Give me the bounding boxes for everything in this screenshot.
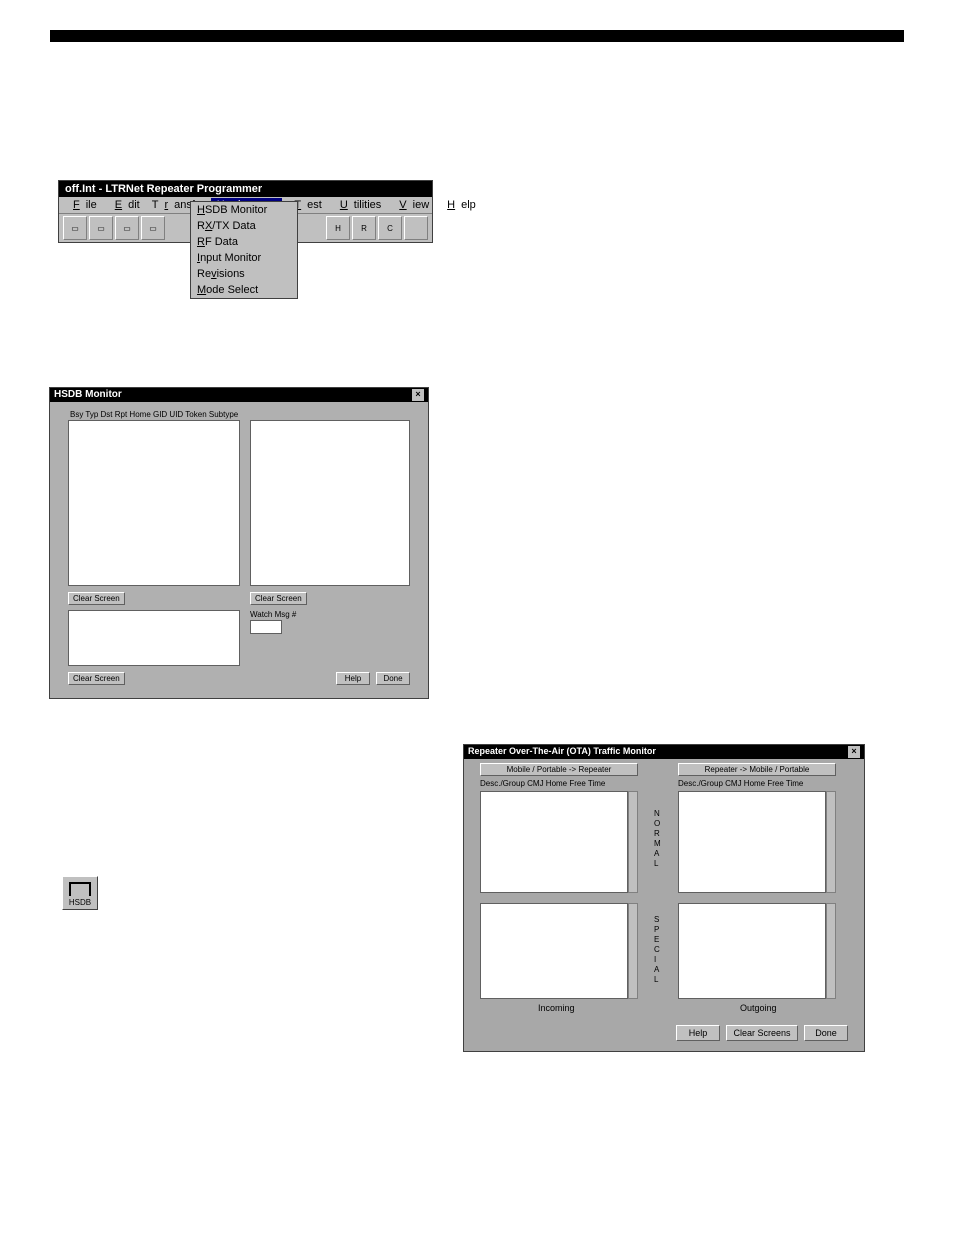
done-button[interactable]: Done	[376, 672, 410, 685]
ota-traffic-monitor-window: Repeater Over-The-Air (OTA) Traffic Moni…	[463, 744, 865, 1052]
window-title: off.Int - LTRNet Repeater Programmer	[59, 181, 432, 197]
clear-screen-left-button[interactable]: Clear Screen	[68, 592, 125, 605]
hsdb-monitor-window: HSDB Monitor × Bsy Typ Dst Rpt Home GID …	[49, 387, 429, 699]
dropdown-input-monitor[interactable]: Input Monitor	[191, 250, 297, 266]
scrollbar[interactable]	[826, 791, 836, 893]
menu-view[interactable]: View	[387, 198, 435, 212]
toolbar-locality-button[interactable]: ▭	[141, 216, 165, 240]
help-button[interactable]: Help	[336, 672, 370, 685]
column-header: Bsy Typ Dst Rpt Home GID UID Token Subty…	[70, 410, 238, 419]
clear-screens-button[interactable]: Clear Screens	[726, 1025, 798, 1041]
menu-file[interactable]: File	[61, 198, 103, 212]
window-title: HSDB Monitor ×	[50, 388, 428, 402]
toolbar-blank-button[interactable]	[404, 216, 428, 240]
menu-help[interactable]: Help	[435, 198, 482, 212]
incoming-special-pane	[480, 903, 628, 999]
hsdb-bottom-pane	[68, 610, 240, 666]
col-right-button[interactable]: Repeater -> Mobile / Portable	[678, 763, 836, 776]
help-button[interactable]: Help	[676, 1025, 720, 1041]
dropdown-revisions[interactable]: Revisions	[191, 266, 297, 282]
toolbar-open-button[interactable]: ▭	[89, 216, 113, 240]
toolbar-save-button[interactable]: ▭	[115, 216, 139, 240]
col-left-button[interactable]: Mobile / Portable -> Repeater	[480, 763, 638, 776]
scrollbar[interactable]	[826, 903, 836, 999]
dropdown-rf-data[interactable]: RF Data	[191, 234, 297, 250]
hsdb-icon-label: HSDB	[69, 898, 91, 907]
scrollbar[interactable]	[628, 903, 638, 999]
hardware-dropdown: HSDB Monitor RX/TX Data RF Data Input Mo…	[190, 201, 298, 299]
window-title: Repeater Over-The-Air (OTA) Traffic Moni…	[464, 745, 864, 759]
page-divider	[50, 30, 904, 42]
title-text: Repeater Over-The-Air (OTA) Traffic Moni…	[468, 746, 656, 758]
close-icon[interactable]: ×	[848, 746, 860, 758]
col-left-header: Desc./Group CMJ Home Free Time	[480, 779, 605, 788]
menu-utilities[interactable]: Utilities	[328, 198, 387, 212]
clear-screen-bottom-button[interactable]: Clear Screen	[68, 672, 125, 685]
hsdb-right-pane	[250, 420, 410, 586]
watch-msg-label: Watch Msg #	[250, 610, 296, 619]
hsdb-left-pane	[68, 420, 240, 586]
clear-screen-right-button[interactable]: Clear Screen	[250, 592, 307, 605]
dropdown-rxtx-data[interactable]: RX/TX Data	[191, 218, 297, 234]
done-button[interactable]: Done	[804, 1025, 848, 1041]
dropdown-hsdb-monitor[interactable]: HSDB Monitor	[191, 202, 297, 218]
menu-edit[interactable]: Edit	[103, 198, 146, 212]
scrollbar[interactable]	[628, 791, 638, 893]
outgoing-special-pane	[678, 903, 826, 999]
normal-label: NORMAL	[654, 809, 661, 869]
special-label: SPECIAL	[654, 915, 660, 985]
watch-msg-input[interactable]	[250, 620, 282, 634]
toolbar-hsdb-button[interactable]: H	[326, 216, 350, 240]
dropdown-mode-select[interactable]: Mode Select	[191, 282, 297, 298]
close-icon[interactable]: ×	[412, 389, 424, 401]
col-right-header: Desc./Group CMJ Home Free Time	[678, 779, 803, 788]
menu-window: off.Int - LTRNet Repeater Programmer Fil…	[58, 180, 433, 243]
outgoing-label: Outgoing	[740, 1003, 777, 1013]
incoming-label: Incoming	[538, 1003, 575, 1013]
toolbar-revs-button[interactable]: R	[352, 216, 376, 240]
outgoing-normal-pane	[678, 791, 826, 893]
title-text: HSDB Monitor	[54, 389, 122, 401]
incoming-normal-pane	[480, 791, 628, 893]
toolbar-com-button[interactable]: C	[378, 216, 402, 240]
toolbar-new-button[interactable]: ▭	[63, 216, 87, 240]
hsdb-icon[interactable]: HSDB	[62, 876, 98, 910]
